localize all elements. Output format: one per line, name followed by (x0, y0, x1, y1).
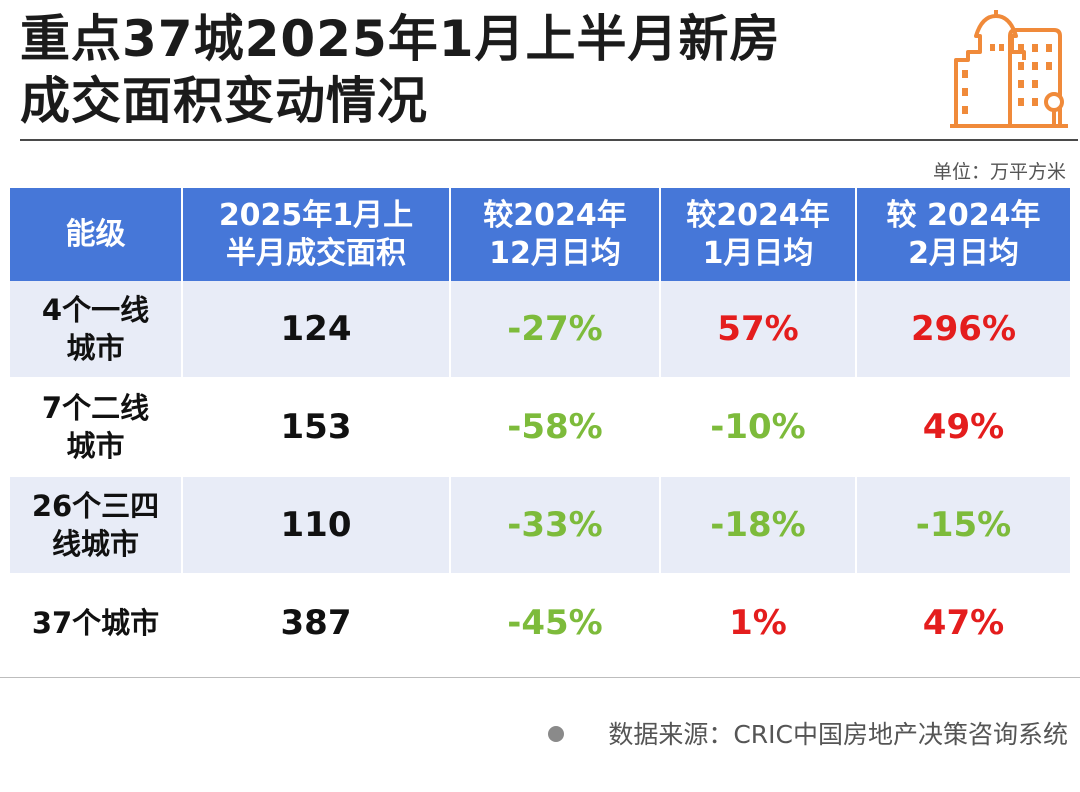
row-vs-dec: -45% (450, 574, 661, 673)
row-level: 26个三四 线城市 (10, 476, 183, 575)
row-vs-dec: -27% (450, 281, 661, 379)
city-buildings-icon (950, 10, 1068, 128)
table-row: 26个三四 线城市 110 -33% -18% -15% (10, 476, 1070, 575)
source-text: 数据来源：CRIC中国房地产决策咨询系统 (608, 720, 1068, 749)
row-vs-feb: 47% (856, 574, 1070, 673)
title-line-1: 重点37城2025年1月上半月新房 (20, 10, 781, 68)
row-vs-jan: -10% (660, 378, 857, 477)
row-vs-jan: 1% (660, 574, 857, 673)
header-vs-jan: 较2024年 1月日均 (660, 188, 857, 281)
row-vs-feb: 49% (856, 378, 1070, 477)
row-vs-feb: 296% (856, 281, 1070, 379)
row-area: 153 (182, 378, 451, 477)
table-row: 4个一线 城市 124 -27% 57% 296% (10, 281, 1070, 379)
title-divider (20, 139, 1078, 141)
row-level: 4个一线 城市 (10, 281, 183, 379)
page-title: 重点37城2025年1月上半月新房 成交面积变动情况 (20, 8, 781, 132)
table-row: 37个城市 387 -45% 1% 47% (10, 574, 1070, 673)
row-vs-dec: -33% (450, 476, 661, 575)
table-row: 7个二线 城市 153 -58% -10% 49% (10, 378, 1070, 477)
title-line-2: 成交面积变动情况 (20, 72, 428, 130)
row-area: 110 (182, 476, 451, 575)
bullet-dot-icon (548, 726, 565, 742)
row-vs-jan: 57% (660, 281, 857, 379)
row-vs-dec: -58% (450, 378, 661, 477)
table-header-row: 能级 2025年1月上 半月成交面积 较2024年 12月日均 较2024年 1… (10, 188, 1070, 281)
header-area: 2025年1月上 半月成交面积 (182, 188, 451, 281)
row-area: 387 (182, 574, 451, 673)
data-source: 数据来源：CRIC中国房地产决策咨询系统 (548, 715, 1068, 751)
row-level: 37个城市 (10, 574, 183, 673)
row-level: 7个二线 城市 (10, 378, 183, 477)
header-level: 能级 (10, 188, 183, 281)
row-vs-feb: -15% (856, 476, 1070, 575)
unit-label: 单位：万平方米 (932, 161, 1066, 183)
footer-divider (0, 677, 1080, 678)
area-change-table: 能级 2025年1月上 半月成交面积 较2024年 12月日均 较2024年 1… (10, 188, 1070, 673)
header-vs-dec: 较2024年 12月日均 (450, 188, 661, 281)
row-area: 124 (182, 281, 451, 379)
header-vs-feb: 较 2024年 2月日均 (856, 188, 1070, 281)
row-vs-jan: -18% (660, 476, 857, 575)
